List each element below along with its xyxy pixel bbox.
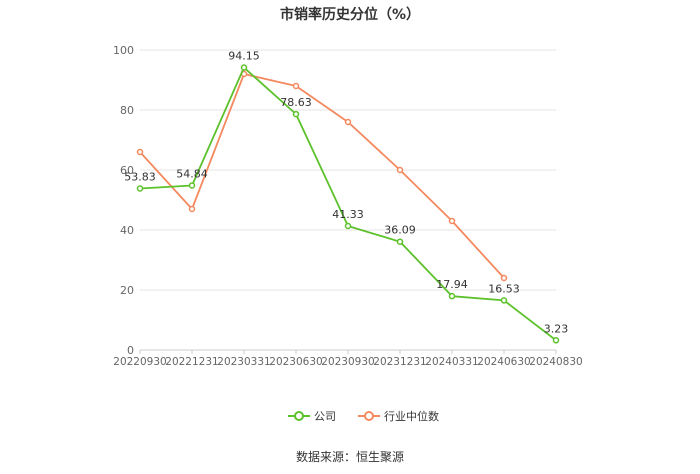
data-point [344,222,352,230]
data-point [448,292,456,300]
data-label: 54.84 [176,167,208,180]
series-line-0 [139,66,557,342]
y-tick-label: 20 [120,284,134,297]
series-line-1 [139,73,505,279]
data-label: 36.09 [384,224,416,237]
data-point [292,110,300,118]
x-tick-label: 20240630 [477,356,530,368]
grid-lines [140,49,556,351]
legend-label: 公司 [314,410,336,423]
y-axis: 0 20 40 60 80 100 [113,44,134,357]
x-tick-label: 20230930 [321,356,374,368]
x-tick-label: 20230331 [217,356,270,368]
data-label: 16.53 [488,282,520,295]
legend-label: 行业中位数 [384,409,439,423]
y-tick-label: 80 [120,104,134,117]
y-tick-label: 60 [120,164,134,177]
data-point [396,238,404,245]
data-label: 3.23 [544,322,569,335]
data-point [292,82,300,90]
x-tick-label: 20221231 [165,356,218,368]
data-label: 17.94 [436,278,468,291]
data-point [500,297,508,304]
data-point [448,217,456,225]
legend-marker [364,411,374,421]
x-tick-label: 20240331 [425,356,478,368]
chart-title: 市销率历史分位（%） [279,7,421,23]
data-point [552,337,560,344]
y-tick-label: 0 [127,344,134,357]
legend-marker [294,411,304,421]
data-point [188,182,196,189]
data-point [240,64,248,71]
series-layer [136,64,560,344]
y-tick-label: 100 [113,44,134,57]
x-tick-label: 20231231 [373,356,426,368]
legend: 公司 行业中位数 [288,409,439,423]
x-tick-label: 20230630 [269,356,322,368]
data-point [500,274,508,282]
data-label: 94.15 [228,50,260,63]
data-point [188,205,196,213]
x-axis: 2022093020221231202303312023063020230930… [113,350,583,368]
data-label: 53.83 [124,171,156,184]
data-point [396,166,404,174]
data-point [136,185,144,192]
data-label: 41.33 [332,208,364,221]
data-label: 78.63 [280,96,312,109]
y-tick-label: 40 [120,224,134,237]
data-source: 数据来源：恒生聚源 [295,450,404,464]
data-labels: 53.83 54.84 94.15 78.63 41.33 36.09 17.94 16.53… [124,50,568,336]
x-tick-label: 20220930 [113,356,166,368]
data-point [136,148,144,156]
x-tick-label: 20240830 [529,356,582,368]
data-point [344,118,352,126]
